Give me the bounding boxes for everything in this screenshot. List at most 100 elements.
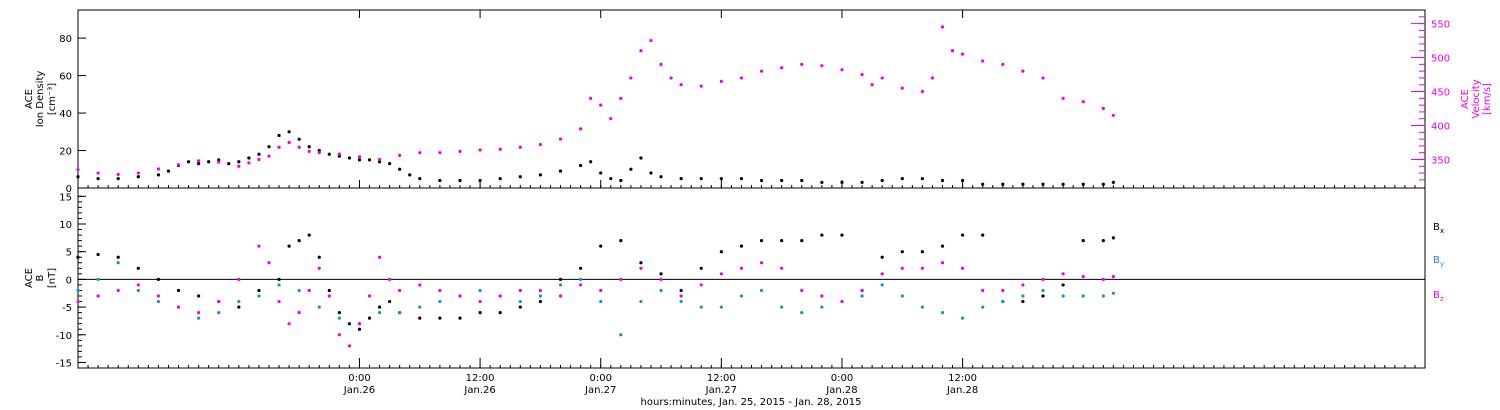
top-panel-data — [76, 25, 1115, 186]
legend-entry: B — [1433, 222, 1440, 233]
data-point — [518, 145, 522, 149]
data-point — [317, 151, 321, 155]
time-tick-label: 0:00 — [348, 373, 370, 384]
data-point — [538, 294, 543, 298]
data-point — [367, 316, 372, 320]
data-point — [759, 69, 764, 73]
data-point — [357, 155, 362, 159]
data-point — [398, 153, 402, 157]
data-point — [759, 178, 764, 183]
data-point — [619, 277, 623, 281]
data-point — [337, 152, 341, 156]
data-point — [659, 175, 663, 179]
date-tick-label: Jan.27 — [705, 385, 737, 396]
data-point — [659, 62, 663, 66]
velocity-tick-label: 550 — [1431, 20, 1450, 31]
data-point — [418, 151, 422, 155]
data-point — [1001, 288, 1005, 293]
data-point — [247, 161, 251, 165]
data-point — [297, 288, 301, 293]
data-point — [579, 277, 583, 281]
data-point — [538, 299, 543, 304]
data-point — [408, 173, 412, 177]
data-point — [599, 244, 603, 248]
data-point — [800, 288, 804, 293]
data-point — [920, 305, 924, 309]
data-point — [136, 171, 140, 175]
data-point — [1041, 182, 1045, 186]
date-tick-label: Jan.28 — [825, 385, 857, 396]
data-point — [498, 294, 502, 298]
data-point — [176, 288, 181, 293]
data-point — [1101, 294, 1105, 298]
data-point — [136, 288, 140, 293]
data-point — [579, 283, 583, 287]
data-point — [558, 277, 563, 281]
data-point — [679, 83, 683, 87]
data-point — [840, 68, 844, 72]
data-point — [719, 177, 723, 181]
data-point — [237, 299, 241, 304]
data-point — [659, 288, 663, 293]
data-point — [639, 266, 643, 270]
data-point — [458, 294, 462, 298]
data-point — [377, 160, 382, 164]
data-point — [920, 177, 924, 181]
velocity-tick-label: 350 — [1431, 155, 1450, 166]
data-point — [438, 151, 442, 155]
data-point — [207, 160, 211, 164]
data-point — [739, 76, 744, 80]
data-point — [1081, 182, 1085, 186]
data-point — [156, 277, 161, 281]
data-point — [860, 180, 864, 184]
data-point — [860, 288, 864, 293]
density-tick-label: 0 — [66, 184, 72, 195]
data-point — [307, 149, 311, 153]
data-point — [217, 158, 221, 162]
data-point — [116, 261, 120, 265]
data-point — [217, 299, 221, 304]
data-point — [759, 261, 764, 265]
data-point — [558, 283, 563, 287]
data-point — [1081, 239, 1085, 243]
data-point — [418, 177, 422, 181]
data-point — [458, 149, 462, 153]
data-point — [317, 305, 321, 309]
data-point — [719, 305, 723, 309]
data-point — [267, 261, 271, 265]
data-point — [538, 173, 543, 177]
data-point — [1041, 288, 1045, 293]
data-point — [699, 305, 703, 309]
date-tick-label: Jan.26 — [463, 385, 495, 396]
data-point — [1001, 299, 1005, 304]
data-point — [840, 233, 844, 237]
data-point — [1111, 291, 1115, 295]
data-point — [287, 244, 291, 248]
data-point — [76, 299, 80, 304]
data-point — [950, 49, 955, 53]
legend-subscript: z — [1440, 295, 1444, 303]
data-point — [136, 175, 140, 179]
data-point — [960, 52, 965, 56]
data-point — [619, 96, 623, 100]
data-point — [458, 316, 462, 320]
b-tick-label: -5 — [62, 303, 72, 314]
data-point — [699, 266, 703, 270]
data-point — [357, 158, 362, 162]
time-tick-label: 12:00 — [466, 373, 495, 384]
data-point — [287, 140, 291, 145]
data-point — [257, 157, 261, 162]
data-point — [579, 266, 583, 270]
data-point — [156, 167, 161, 171]
data-point — [820, 233, 824, 237]
b-tick-label: -15 — [56, 358, 72, 369]
data-point — [237, 305, 241, 309]
b-tick-label: 0 — [66, 275, 72, 286]
date-tick-label: Jan.28 — [946, 385, 978, 396]
data-point — [156, 294, 161, 298]
data-point — [418, 283, 422, 287]
data-point — [438, 288, 442, 293]
data-point — [840, 299, 844, 304]
data-point — [388, 299, 392, 304]
data-point — [679, 294, 683, 298]
